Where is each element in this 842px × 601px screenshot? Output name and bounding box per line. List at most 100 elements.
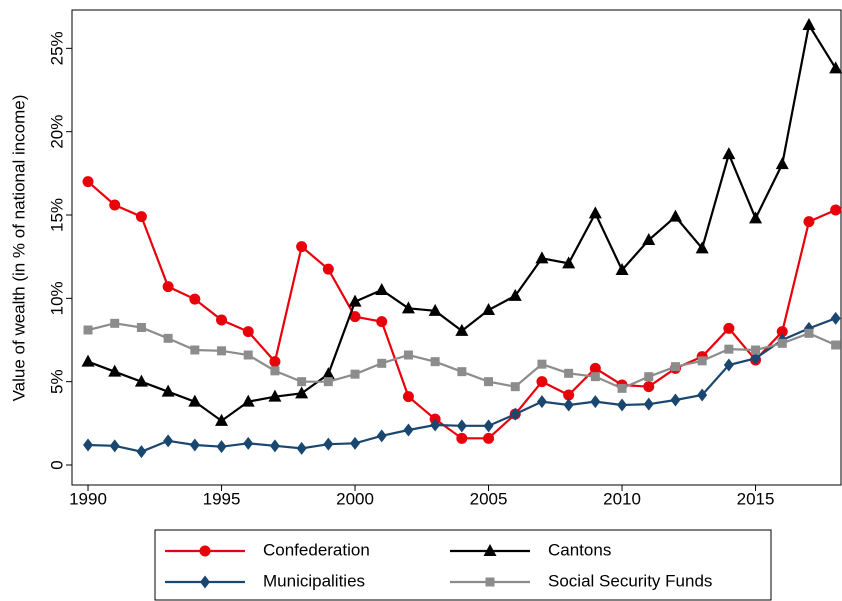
marker	[564, 368, 574, 378]
marker	[323, 437, 334, 451]
marker	[296, 241, 308, 253]
marker	[830, 204, 842, 216]
y-tick-label: 20%	[47, 115, 66, 149]
y-tick-label: 15%	[47, 198, 66, 232]
marker	[562, 256, 576, 269]
marker	[376, 316, 388, 328]
marker	[403, 423, 414, 437]
marker	[802, 18, 816, 30]
marker	[268, 389, 282, 402]
marker	[215, 413, 229, 426]
marker	[536, 376, 548, 388]
marker	[188, 394, 202, 407]
marker	[428, 303, 442, 316]
marker	[243, 350, 253, 360]
x-tick-label: 2015	[737, 489, 775, 508]
y-tick-label: 25%	[47, 31, 66, 65]
y-tick-label: 5%	[47, 369, 66, 394]
marker	[163, 434, 174, 448]
marker	[749, 211, 763, 224]
marker	[269, 439, 280, 453]
legend-label: Cantons	[548, 540, 611, 559]
marker	[189, 293, 201, 305]
marker	[644, 372, 654, 382]
marker	[295, 386, 309, 399]
legend-box	[154, 529, 772, 601]
marker	[216, 440, 227, 454]
marker	[270, 366, 280, 376]
legend-label: Social Security Funds	[548, 571, 712, 590]
marker	[830, 311, 841, 325]
marker	[697, 356, 707, 366]
marker	[110, 318, 120, 328]
marker	[109, 199, 121, 211]
marker	[82, 176, 94, 188]
marker	[108, 364, 122, 377]
y-tick-label: 0	[47, 460, 66, 469]
marker	[350, 369, 360, 379]
marker	[189, 438, 200, 452]
marker	[109, 439, 120, 453]
marker	[430, 357, 440, 367]
marker	[615, 263, 629, 275]
marker	[350, 436, 361, 450]
marker	[537, 359, 547, 369]
marker	[377, 358, 387, 368]
marker	[321, 367, 335, 380]
marker	[670, 393, 681, 407]
marker	[722, 147, 736, 160]
marker	[190, 345, 200, 355]
marker	[216, 314, 228, 326]
marker	[199, 545, 211, 557]
marker	[724, 344, 734, 354]
marker	[829, 61, 842, 74]
marker	[563, 398, 574, 412]
legend-label: Confederation	[263, 540, 370, 559]
marker	[297, 377, 307, 387]
marker	[456, 419, 467, 433]
marker	[455, 323, 469, 336]
x-tick-label: 2005	[470, 489, 508, 508]
marker	[536, 395, 547, 409]
marker	[403, 350, 413, 360]
marker	[588, 206, 602, 219]
marker	[348, 294, 362, 307]
marker	[401, 301, 415, 314]
marker	[83, 438, 94, 452]
marker	[563, 389, 575, 401]
marker	[508, 288, 522, 301]
x-tick-label: 1995	[203, 489, 241, 508]
marker	[269, 356, 281, 368]
marker	[723, 358, 734, 372]
marker	[642, 233, 656, 245]
marker	[296, 441, 307, 455]
marker	[402, 391, 414, 403]
marker	[457, 367, 467, 377]
marker	[697, 388, 708, 402]
marker	[751, 345, 761, 355]
marker	[590, 395, 601, 409]
marker	[161, 384, 175, 397]
marker	[668, 209, 682, 222]
legend-label: Municipalities	[263, 571, 365, 590]
marker	[483, 544, 497, 556]
marker	[162, 281, 174, 293]
marker	[695, 241, 709, 254]
plot-frame	[71, 9, 842, 486]
marker	[483, 419, 494, 433]
series-line	[87, 180, 837, 440]
marker	[349, 311, 361, 323]
marker	[482, 303, 496, 315]
marker	[510, 407, 521, 421]
marker	[643, 381, 655, 393]
marker	[163, 333, 173, 343]
marker	[456, 432, 468, 444]
marker	[81, 354, 95, 367]
marker	[375, 283, 389, 295]
x-tick-label: 2010	[603, 489, 641, 508]
marker	[535, 251, 549, 264]
marker	[136, 445, 147, 459]
marker	[376, 429, 387, 443]
marker	[803, 216, 815, 228]
